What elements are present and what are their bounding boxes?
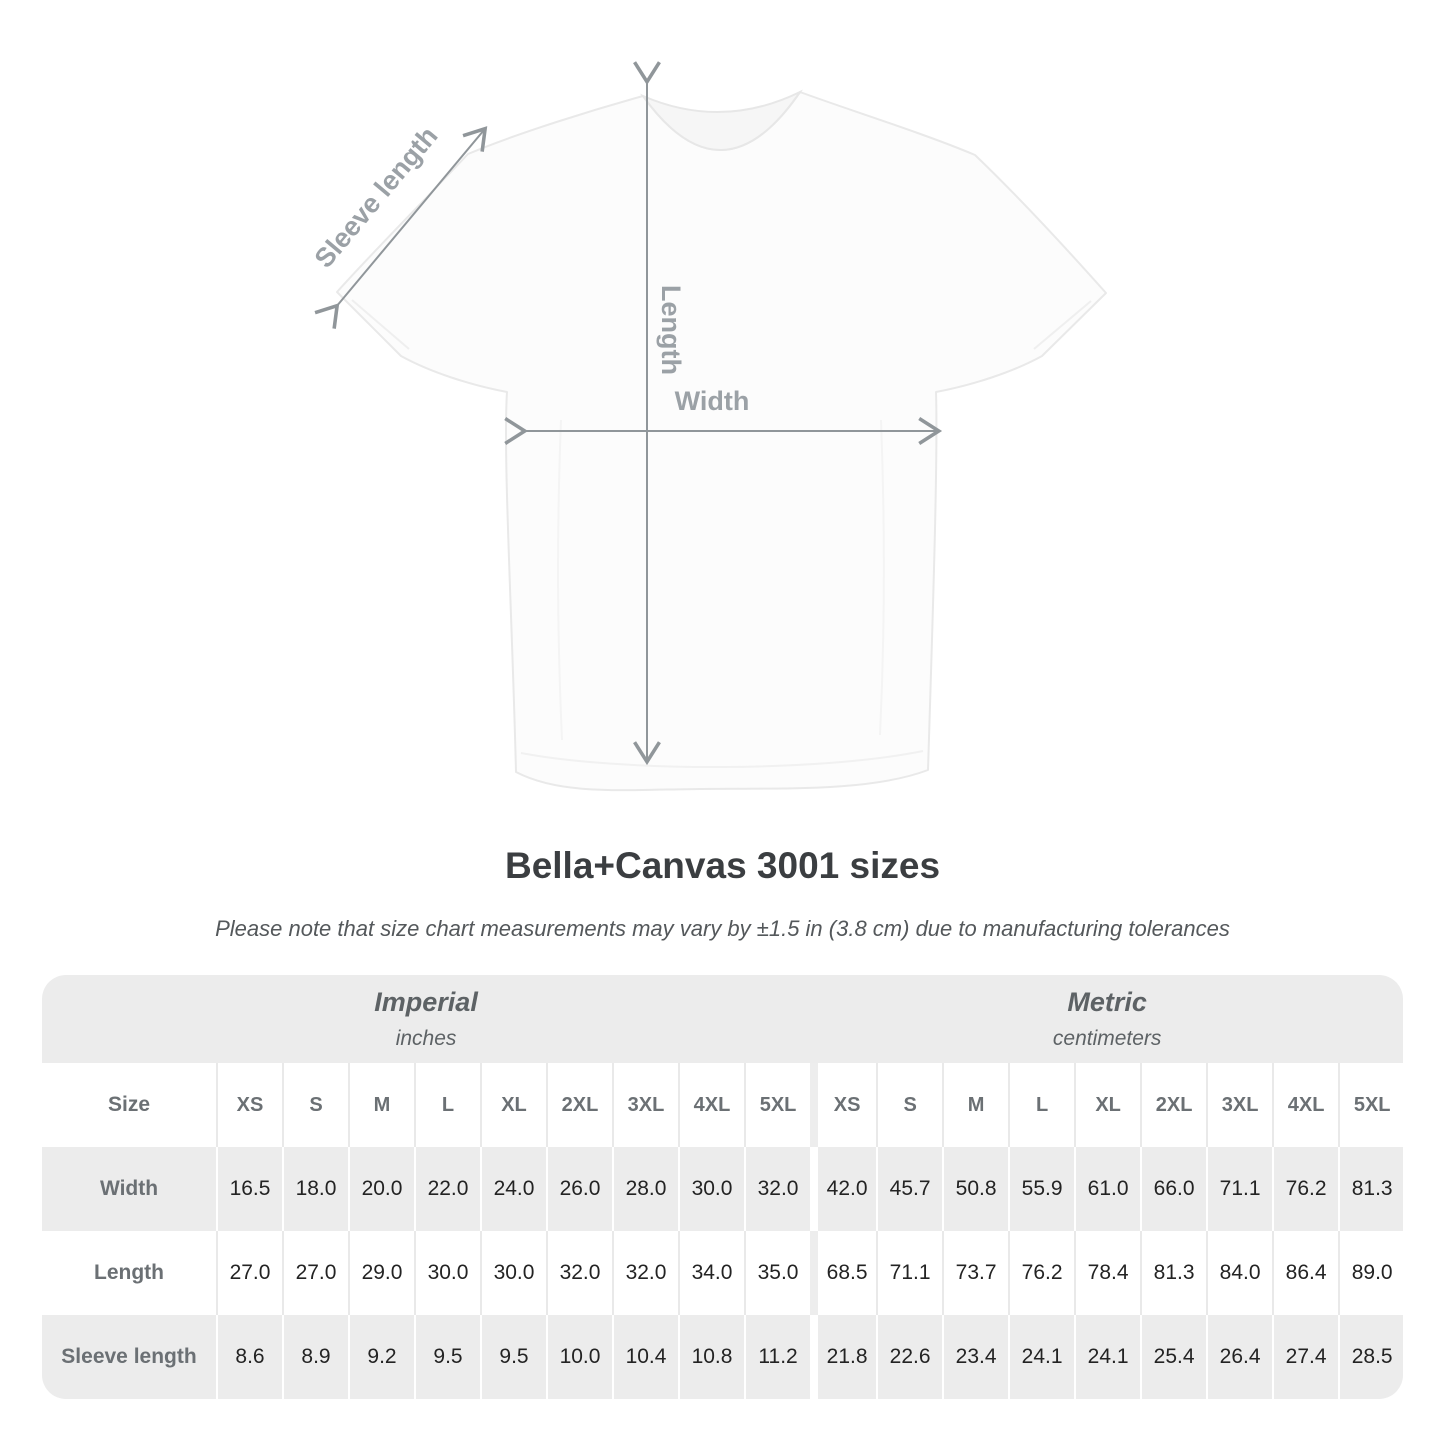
value-cell: 24.1 [1074,1315,1141,1399]
value-cell: 71.1 [1206,1147,1273,1231]
size-cell: M [942,1063,1009,1147]
page-title: Bella+Canvas 3001 sizes [504,845,941,886]
size-cell: XL [1074,1063,1141,1147]
value-cell: 81.3 [1338,1147,1403,1231]
value-cell: 18.0 [282,1147,348,1231]
size-cell: 4XL [1272,1063,1339,1147]
value-cell: 35.0 [744,1231,811,1315]
value-cell: 9.5 [480,1315,546,1399]
measurement-row-width: Width 16.5 18.0 20.0 22.0 24.0 26.0 28.0 30.0 32.… [42,1147,1403,1231]
value-cell: 22.6 [876,1315,943,1399]
row-label: Sleeve length [42,1315,216,1399]
size-cell: 5XL [1338,1063,1403,1147]
value-cell: 32.0 [546,1231,612,1315]
value-cell: 8.9 [282,1315,348,1399]
row-label: Width [42,1147,216,1231]
row-label: Length [42,1231,216,1315]
value-cell: 45.7 [876,1147,943,1231]
value-cell: 42.0 [810,1147,877,1231]
size-cell: L [1008,1063,1075,1147]
value-cell: 8.6 [216,1315,282,1399]
size-cell: S [282,1063,348,1147]
size-cell: 3XL [1206,1063,1273,1147]
imperial-unit: inches [395,1027,457,1050]
size-cell: L [414,1063,480,1147]
metric-title: Metric [1067,987,1147,1017]
size-table-container: Imperial inches Metric centimeters Size X… [42,975,1403,1399]
value-cell: 73.7 [942,1231,1009,1315]
width-label: Width [675,386,750,416]
size-cell: XL [480,1063,546,1147]
metric-unit: centimeters [1052,1027,1162,1050]
value-cell: 76.2 [1008,1231,1075,1315]
value-cell: 23.4 [942,1315,1009,1399]
size-cell: 2XL [1140,1063,1207,1147]
value-cell: 30.0 [480,1231,546,1315]
sleeve-length-arrow [314,126,488,329]
value-cell: 26.0 [546,1147,612,1231]
size-cell: 2XL [546,1063,612,1147]
imperial-header: Imperial inches [42,975,811,1063]
value-cell: 78.4 [1074,1231,1141,1315]
size-chart-table: Imperial inches Metric centimeters Size X… [42,975,1403,1399]
size-cell: M [348,1063,414,1147]
value-cell: 89.0 [1338,1231,1403,1315]
value-cell: 21.8 [810,1315,877,1399]
measurement-row-length: Length 27.0 27.0 29.0 30.0 30.0 32.0 32.0 34.0 35… [42,1231,1403,1315]
metric-header: Metric centimeters [810,975,1403,1063]
value-cell: 61.0 [1074,1147,1141,1231]
value-cell: 30.0 [678,1147,744,1231]
size-cell: 4XL [678,1063,744,1147]
value-cell: 10.8 [678,1315,744,1399]
value-cell: 11.2 [744,1315,811,1399]
value-cell: 86.4 [1272,1231,1339,1315]
tshirt-measurement-diagram: Sleeve length Length Width [309,61,1107,792]
value-cell: 9.5 [414,1315,480,1399]
value-cell: 26.4 [1206,1315,1273,1399]
size-cell: XS [216,1063,282,1147]
value-cell: 29.0 [348,1231,414,1315]
value-cell: 27.0 [216,1231,282,1315]
value-cell: 24.0 [480,1147,546,1231]
value-cell: 9.2 [348,1315,414,1399]
value-cell: 16.5 [216,1147,282,1231]
value-cell: 24.1 [1008,1315,1075,1399]
value-cell: 27.4 [1272,1315,1339,1399]
length-label: Length [656,285,686,375]
value-cell: 27.0 [282,1231,348,1315]
page-subtitle: Please note that size chart measurements… [215,916,1230,941]
size-header-row: Size XS S M L XL 2XL 3XL 4XL 5XL XS S M L XL 2XL 3XL 4XL 5… [42,1063,1403,1147]
value-cell: 71.1 [876,1231,943,1315]
value-cell: 76.2 [1272,1147,1339,1231]
value-cell: 28.0 [612,1147,678,1231]
size-cell: S [876,1063,943,1147]
value-cell: 10.0 [546,1315,612,1399]
value-cell: 20.0 [348,1147,414,1231]
value-cell: 10.4 [612,1315,678,1399]
value-cell: 55.9 [1008,1147,1075,1231]
size-cell: 3XL [612,1063,678,1147]
measurement-row-sleeve-length: Sleeve length 8.6 8.9 9.2 9.5 9.5 10.0 10.4 10.8… [42,1315,1403,1399]
unit-group-header-row: Imperial inches Metric centimeters [42,975,1403,1063]
row-label: Size [42,1063,216,1147]
value-cell: 32.0 [744,1147,811,1231]
value-cell: 25.4 [1140,1315,1207,1399]
value-cell: 68.5 [810,1231,877,1315]
value-cell: 28.5 [1338,1315,1403,1399]
value-cell: 32.0 [612,1231,678,1315]
size-cell: 5XL [744,1063,811,1147]
value-cell: 30.0 [414,1231,480,1315]
value-cell: 84.0 [1206,1231,1273,1315]
value-cell: 81.3 [1140,1231,1207,1315]
value-cell: 66.0 [1140,1147,1207,1231]
value-cell: 34.0 [678,1231,744,1315]
value-cell: 22.0 [414,1147,480,1231]
size-cell: XS [810,1063,877,1147]
tshirt-illustration [336,89,1107,792]
value-cell: 50.8 [942,1147,1009,1231]
imperial-title: Imperial [374,987,478,1017]
